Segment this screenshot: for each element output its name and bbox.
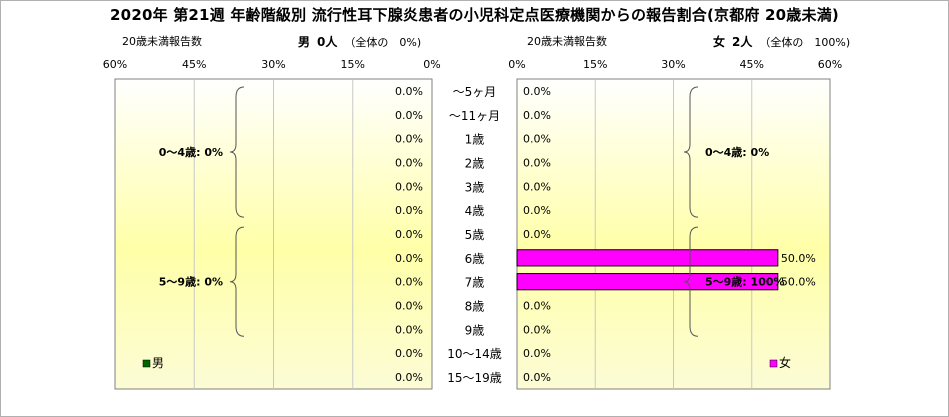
category-label: 8歳: [465, 300, 485, 314]
male-value-label: 0.0%: [395, 228, 423, 241]
female-age-group-brace: [683, 86, 699, 218]
female-legend-label: 女: [779, 355, 791, 370]
female-bar: [516, 273, 779, 291]
female-value-label: 0.0%: [523, 228, 551, 241]
male-value-label: 0.0%: [395, 204, 423, 217]
category-label: 7歳: [465, 276, 485, 290]
chart-title: 2020年 第21週 年齢階級別 流行性耳下腺炎患者の小児科定点医療機関からの報…: [110, 6, 839, 24]
male-legend-swatch: [142, 359, 151, 368]
male-age-group-label: 0～4歳: 0%: [159, 145, 223, 159]
female-x-tick-label: 30%: [661, 58, 685, 71]
category-label: 3歳: [465, 180, 485, 194]
female-legend-swatch: [769, 359, 778, 368]
female-x-tick-label: 0%: [508, 58, 525, 71]
female-x-tick-label: 15%: [583, 58, 607, 71]
female-value-label: 0.0%: [523, 85, 551, 98]
male-value-label: 0.0%: [395, 347, 423, 360]
category-label: 9歳: [465, 323, 485, 337]
male-value-label: 0.0%: [395, 300, 423, 313]
male-x-tick-label: 30%: [261, 58, 285, 71]
male-value-label: 0.0%: [395, 252, 423, 265]
male-sex: 男: [298, 35, 311, 49]
female-age-group-label: 5～9歳: 100%: [705, 275, 785, 289]
female-header: 女 2人 （全体の 100%): [713, 33, 850, 50]
female-sex: 女: [713, 35, 726, 49]
category-label: 10～14歳: [447, 347, 502, 361]
male-header: 男 0人 （全体の 0%): [298, 33, 421, 50]
female-value-label: 0.0%: [523, 347, 551, 360]
male-legend-label: 男: [152, 356, 164, 370]
male-value-label: 0.0%: [395, 109, 423, 122]
female-value-label: 0.0%: [523, 109, 551, 122]
female-x-tick-label: 45%: [740, 58, 764, 71]
male-age-group-brace: [229, 86, 245, 218]
male-value-label: 0.0%: [395, 323, 423, 336]
category-label: ～11ヶ月: [449, 109, 500, 123]
category-label: 15～19歳: [447, 371, 502, 385]
female-age-group-label: 0～4歳: 0%: [705, 145, 769, 159]
male-value-label: 0.0%: [395, 371, 423, 384]
male-value-label: 0.0%: [395, 180, 423, 193]
female-value-label: 0.0%: [523, 371, 551, 384]
female-total: 2人: [732, 35, 753, 49]
category-label: 6歳: [465, 252, 485, 266]
male-x-tick-label: 15%: [341, 58, 365, 71]
male-share: （全体の 0%): [344, 36, 422, 49]
male-value-label: 0.0%: [395, 133, 423, 146]
category-label: ～5ヶ月: [453, 85, 497, 99]
female-value-label: 50.0%: [781, 252, 816, 265]
category-label: 2歳: [465, 156, 485, 170]
female-value-label: 0.0%: [523, 156, 551, 169]
male-age-group-brace: [229, 226, 245, 337]
female-value-label: 50.0%: [781, 276, 816, 289]
female-value-label: 0.0%: [523, 180, 551, 193]
male-x-tick-label: 0%: [423, 58, 440, 71]
male-value-label: 0.0%: [395, 276, 423, 289]
male-age-group-label: 5～9歳: 0%: [159, 275, 223, 289]
male-total: 0人: [317, 35, 338, 49]
male-count-label: 20歳未満報告数: [122, 35, 202, 48]
male-x-tick-label: 60%: [103, 58, 127, 71]
male-value-label: 0.0%: [395, 156, 423, 169]
female-value-label: 0.0%: [523, 300, 551, 313]
female-value-label: 0.0%: [523, 204, 551, 217]
category-label: 5歳: [465, 228, 485, 242]
female-share: （全体の 100%): [759, 36, 851, 49]
female-count-label: 20歳未満報告数: [527, 35, 607, 48]
category-label: 1歳: [465, 133, 485, 147]
female-value-label: 0.0%: [523, 323, 551, 336]
female-value-label: 0.0%: [523, 133, 551, 146]
category-label: 4歳: [465, 204, 485, 218]
female-bar: [516, 249, 779, 267]
female-x-tick-label: 60%: [818, 58, 842, 71]
female-age-group-brace: [683, 226, 699, 337]
male-x-tick-label: 45%: [182, 58, 206, 71]
male-value-label: 0.0%: [395, 85, 423, 98]
